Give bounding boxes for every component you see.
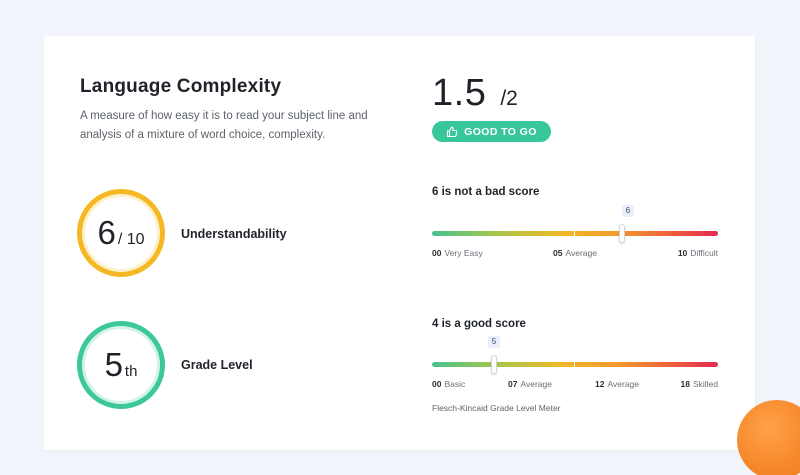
understandability-meter-ticks: 00 Very Easy 05 Average 10 Difficult [432,248,718,260]
understandability-ring: 6 / 10 [77,189,165,277]
understandability-meter-value: 6 [622,205,634,217]
tick-label: 18 Skilled [680,379,718,389]
grade-level-label: Grade Level [181,358,253,372]
section-title: Language Complexity [80,76,282,97]
grade-level-ring: 5 th [77,321,165,409]
grade-level-meter-bar: 5 [432,336,718,374]
overall-score-value: 1.5 [432,72,487,114]
section-description: A measure of how easy it is to read your… [80,110,368,141]
tick-label: 10 Difficult [677,248,718,258]
grade-level-meter-heading: 4 is a good score [432,318,526,330]
tick-label: 07 Average [508,379,552,389]
grade-level-ring-suffix: th [124,363,138,380]
thumbs-up-icon [447,125,458,137]
understandability-label: Understandability [181,227,287,241]
understandability-meter-heading: 6 is not a bad score [432,186,540,198]
tick-label: 05 Average [553,248,597,258]
grade-level-ring-value: 5 [104,346,123,383]
status-badge: GOOD TO GO [432,121,551,142]
status-badge-label: GOOD TO GO [464,125,537,138]
meter-divider [574,231,575,236]
understandability-ring-value: 6 [97,214,116,251]
tick-label: 00 Basic [432,379,466,389]
grade-level-meter-ticks: 00 Basic 07 Average 12 Average 18 Skilled [432,379,718,391]
tick-label: 00 Very Easy [432,248,483,258]
overall-score-max: /2 [500,87,518,110]
language-complexity-card: Language Complexity A measure of how eas… [44,36,755,450]
tick-label: 12 Average [595,379,639,389]
meter-divider [574,362,575,367]
decorative-orange-circle [737,400,800,475]
understandability-meter-handle[interactable] [619,224,625,243]
overall-score: 1.5 /2 [432,72,518,115]
meter-note: Flesch-Kincaid Grade Level Meter [432,403,561,413]
understandability-meter-bar: 6 [432,205,718,243]
grade-level-meter-handle[interactable] [491,355,497,374]
understandability-ring-suffix: / 10 [117,231,145,248]
grade-level-meter-value: 5 [488,336,500,348]
